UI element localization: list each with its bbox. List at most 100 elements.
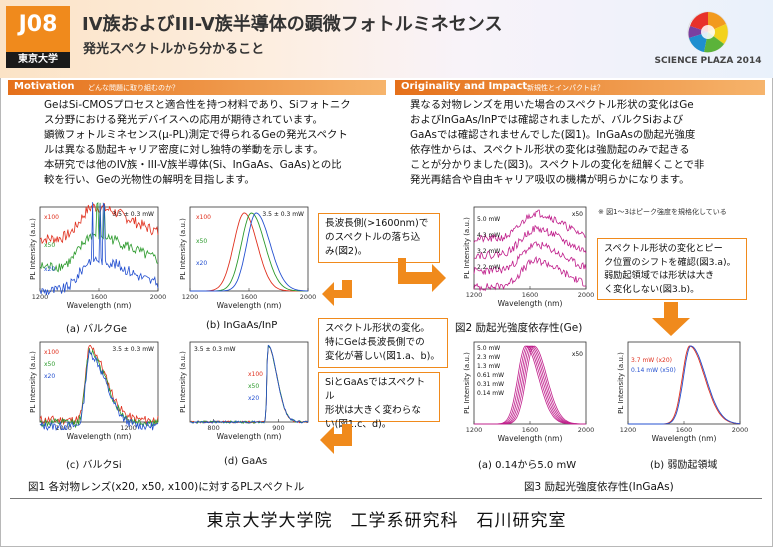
x-axis-label: Wavelength (nm) (498, 299, 563, 308)
series-line (474, 345, 586, 425)
x-tick-label: 1200 (120, 424, 137, 432)
x-tick-label: 1600 (522, 426, 539, 434)
callout-line: SiとGaAsではスペクトル (325, 377, 426, 402)
series-label: x100 (44, 214, 59, 221)
callout-line: 長波長側(>1600nm)で (325, 218, 429, 229)
series-line-x20 (39, 202, 159, 296)
x-tick-label: 1200 (32, 293, 49, 301)
y-axis-label: PL Intensity (a.u.) (29, 351, 37, 413)
series-line (473, 241, 587, 276)
series-line-x20 (190, 212, 308, 292)
normalization-note: ※ 図1～3はピーク強度を規格化している (598, 208, 727, 216)
power-label: 1.3 mW (477, 363, 500, 370)
series-label: x20 (248, 395, 259, 402)
y-axis-label: PL Intensity (a.u.) (463, 217, 471, 279)
originality-line: 発光再結合や自由キャリア吸収の機構が明らかになります。 (410, 174, 690, 186)
x-axis-label: Wavelength (nm) (498, 434, 563, 443)
callout-line: く変化しない(図3.b)。 (604, 283, 700, 295)
chart-fig3a: 1200 1600 2000 PL Intensity (a.u.) Wavelengt… (458, 340, 594, 445)
logo-sphere-icon (687, 11, 729, 53)
series-label: x20 (196, 260, 207, 267)
callout-line: 形状は大きく変わらな (325, 405, 421, 416)
caption-fig3b: (b) 弱励起領域 (650, 460, 718, 471)
plot-frame (39, 341, 159, 423)
motivation-question: どんな問題に取り組むのか？ (88, 84, 179, 92)
series-label: x50 (44, 361, 55, 368)
callout-line: のスペクトルの落ち込 (325, 232, 421, 243)
power-label: 3.5 ± 0.3 mW (112, 346, 154, 353)
chart-fig1c: 1000 1200 PL Intensity (a.u.) Wavelength (n… (22, 340, 162, 445)
motivation-line: 顕微フォトルミネセンス(μ-PL)測定で得られるGeの発光スペクト (44, 129, 348, 141)
motivation-bar: Motivation どんな問題に取り組むのか？ (8, 80, 386, 95)
badge-university: 東京大学 (6, 52, 70, 68)
logo-text: SCIENCE PLAZA 2014 (654, 56, 762, 66)
chart-svg: 1200 1600 2000 PL Intensity (a.u.) Wavelengt… (179, 206, 316, 310)
series-line-x100 (39, 344, 159, 426)
series-line (473, 256, 587, 292)
callout-long-wave: 長波長側(>1600nm)で のスペクトルの落ち込 み(図2)。 (318, 213, 440, 263)
footer-divider (10, 498, 762, 499)
x-tick-label: 2000 (300, 293, 317, 301)
power-label: 2.2 mW (477, 264, 500, 271)
x-axis-label: Wavelength (nm) (652, 434, 717, 443)
objective-label: x50 (572, 211, 583, 218)
callout-si-gaas: SiとGaAsではスペクトル 形状は大きく変わらな い(図1.c、d)。 (318, 372, 440, 430)
motivation-line: ルは異なる励起キャリア密度に対し独特の挙動を示します。 (44, 144, 324, 156)
power-label: 0.14 mW (477, 390, 504, 397)
originality-line: 異なる対物レンズを用いた場合のスペクトル形状の変化はGe (410, 99, 694, 111)
series-label: 0.14 mW (x50) (631, 367, 676, 374)
callout-line: 特にGeは長波長側での (325, 337, 425, 348)
series-line (473, 224, 587, 260)
chart-svg: 1200 1600 2000 PL Intensity (a.u.) Wavelengt… (617, 341, 748, 443)
series-label: x100 (196, 214, 211, 221)
arrow-icon (652, 302, 690, 336)
badge-code: J08 (18, 12, 58, 37)
callout-line: 弱励起領域では形状は大き (604, 270, 715, 281)
code-badge: J08 東京大学 (6, 6, 70, 68)
caption-fig1b: (b) InGaAs/InP (206, 320, 278, 331)
motivation-heading: Motivation (14, 81, 75, 92)
page-subtitle: 発光スペクトルから分かること (83, 42, 265, 57)
series-label: x100 (248, 371, 263, 378)
chart-fig1d: 800 900 PL Intensity (a.u.) Wavelength (nm)… (172, 340, 312, 445)
series-line (473, 209, 587, 243)
x-tick-label: 800 (207, 424, 219, 432)
y-axis-label: PL Intensity (a.u.) (617, 352, 625, 414)
science-plaza-logo: SCIENCE PLAZA 2014 (648, 8, 768, 72)
chart-svg: 1200 1600 2000 PL Intensity (a.u.) Wavelengt… (463, 206, 594, 308)
originality-line: およびInGaAs/InPでは確認されましたが、バルクSiおよび (410, 114, 684, 126)
x-tick-label: 1200 (182, 293, 199, 301)
objective-label: x50 (572, 351, 583, 358)
chart-fig1a: 1200 1600 2000 PL Intensity (a.u.) Wavelengt… (22, 201, 166, 315)
plot-frame (189, 341, 309, 423)
x-tick-label: 1200 (466, 291, 483, 299)
chart-fig3b: 1200 1600 2000 PL Intensity (a.u.) Wavelengt… (612, 340, 748, 445)
power-label: 5.0 mW (477, 216, 500, 223)
chart-svg: 1000 1200 PL Intensity (a.u.) Wavelength (n… (29, 341, 159, 441)
x-axis-label: Wavelength (nm) (217, 432, 282, 441)
caption-fig1d: (d) GaAs (224, 456, 268, 467)
chart-fig2: 1200 1600 2000 PL Intensity (a.u.) Wavelengt… (458, 205, 594, 308)
chart-svg: 800 900 PL Intensity (a.u.) Wavelength (nm)… (179, 341, 309, 441)
series-line-x100 (39, 203, 159, 245)
motivation-line: 較を行い、Geの光物性の解明を目指します。 (44, 174, 255, 186)
motivation-line: 本研究では他のIV族・III-V族半導体(Si、InGaAs、GaAs)との比 (44, 159, 342, 171)
chart-fig1b: 1200 1600 2000 PL Intensity (a.u.) Wavelengt… (172, 205, 316, 315)
originality-question: 新規性とインパクトは？ (527, 84, 604, 92)
chart-svg: 1200 1600 2000 PL Intensity (a.u.) Wavelengt… (29, 201, 166, 310)
series-label: x100 (44, 349, 59, 356)
callout-shape-change: スペクトル形状の変化。 特にGeは長波長側での 変化が著しい(図1.a、b)。 (318, 318, 448, 368)
chart-svg: 1200 1600 2000 PL Intensity (a.u.) Wavelengt… (463, 341, 594, 443)
x-axis-label: Wavelength (nm) (217, 301, 282, 310)
callout-peak-shift: スペクトル形状の変化とピー ク位置のシフトを確認(図3.a)。 弱励起領域では形… (597, 238, 747, 300)
series-line-x50 (39, 201, 159, 273)
power-label: 3.2 mW (477, 248, 500, 255)
motivation-text: GeはSi-CMOSプロセスと適合性を持つ材料であり、Siフォトニク ス分野にお… (44, 98, 389, 188)
y-axis-label: PL Intensity (a.u.) (179, 351, 187, 413)
header: J08 東京大学 IV族およびIII-V族半導体の顕微フォトルミネセンス 発光ス… (0, 0, 773, 78)
caption-fig1c: (c) バルクSi (66, 460, 122, 471)
x-tick-label: 900 (272, 424, 284, 432)
power-label: 3.5 ± 0.3 mW (262, 211, 304, 218)
originality-text: 異なる対物レンズを用いた場合のスペクトル形状の変化はGe およびInGaAs/I… (410, 98, 765, 188)
